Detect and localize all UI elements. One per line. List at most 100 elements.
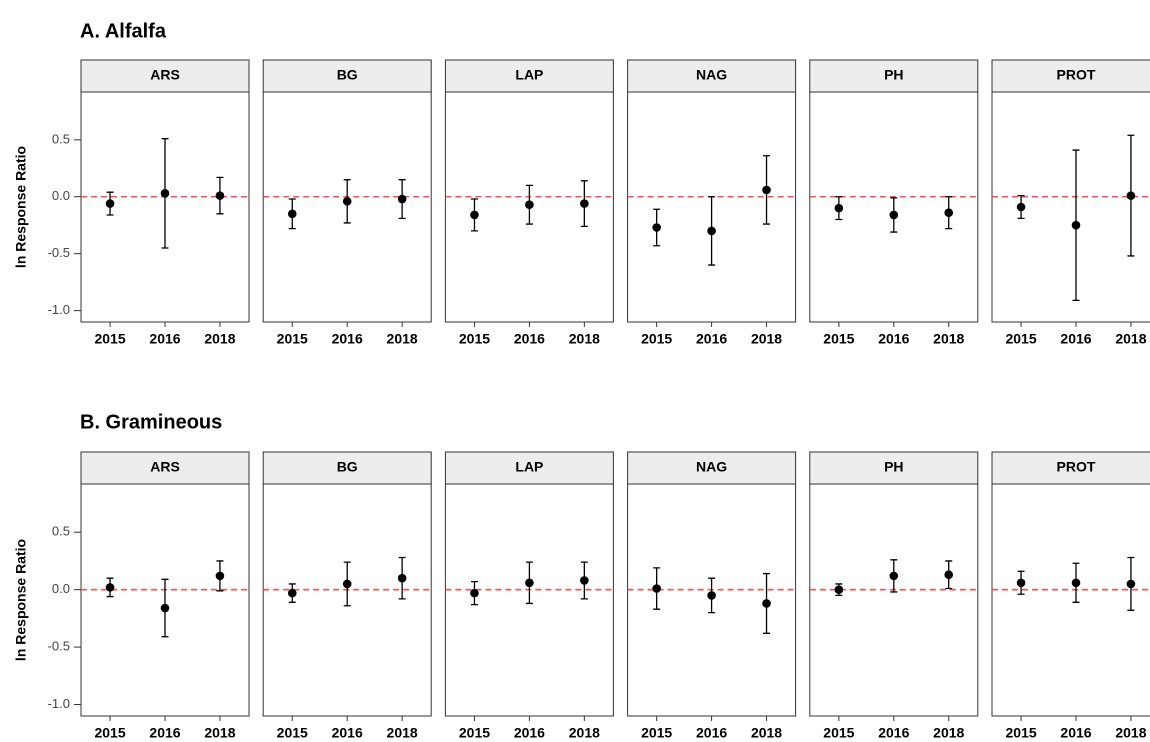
point bbox=[1126, 579, 1136, 589]
facet-panel: NAG 2015 2016 2018 bbox=[627, 59, 797, 347]
facet-panel: ARS 2015 2016 2018 bbox=[80, 451, 250, 741]
facet-strip bbox=[991, 59, 1150, 93]
x-tick-label: 2018 bbox=[933, 331, 964, 347]
x-tick-label: 2018 bbox=[933, 725, 964, 741]
point bbox=[707, 226, 716, 236]
point bbox=[470, 210, 479, 220]
point bbox=[889, 210, 899, 220]
y-tick-label: -1.0 bbox=[48, 302, 70, 317]
point bbox=[834, 585, 844, 594]
facet-label: BG bbox=[337, 67, 358, 83]
y-tick-label: 0.0 bbox=[52, 188, 70, 203]
facet-label: NAG bbox=[696, 67, 727, 83]
x-tick-label: 2015 bbox=[459, 331, 490, 347]
x-tick-label: 2015 bbox=[1005, 331, 1036, 347]
x-tick-label: 2015 bbox=[277, 331, 308, 347]
facet-title: A. Alfalfa bbox=[80, 20, 167, 42]
x-tick-label: 2016 bbox=[1060, 331, 1091, 347]
facet-strip bbox=[627, 59, 797, 93]
facet-strip bbox=[262, 451, 432, 485]
x-tick-label: 2018 bbox=[751, 725, 782, 741]
x-tick-label: 2016 bbox=[878, 725, 909, 741]
point bbox=[944, 570, 954, 580]
x-tick-label: 2018 bbox=[387, 725, 418, 741]
point bbox=[397, 573, 407, 583]
point bbox=[525, 200, 534, 210]
x-tick-label: 2015 bbox=[1005, 725, 1036, 741]
point bbox=[580, 199, 589, 208]
facet-strip bbox=[809, 451, 979, 485]
point bbox=[762, 185, 771, 195]
y-tick-label: -0.5 bbox=[48, 245, 70, 260]
x-tick-label: 2018 bbox=[1115, 725, 1146, 741]
facet-label: NAG bbox=[696, 459, 727, 475]
point bbox=[944, 208, 954, 217]
facet-strip bbox=[262, 59, 432, 93]
facet-title: B. Gramineous bbox=[80, 411, 222, 433]
point bbox=[652, 223, 661, 232]
facet-strip bbox=[80, 59, 250, 93]
point bbox=[1016, 578, 1026, 588]
x-tick-label: 2015 bbox=[459, 725, 490, 741]
point bbox=[215, 191, 225, 200]
y-tick-label: -1.0 bbox=[48, 696, 70, 711]
facet-label: LAP bbox=[515, 67, 543, 83]
point bbox=[105, 199, 115, 208]
x-tick-label: 2016 bbox=[149, 331, 180, 347]
y-axis-label: ln Response Ratio bbox=[13, 539, 29, 661]
point bbox=[160, 603, 170, 613]
facet-strip bbox=[80, 451, 250, 485]
point bbox=[287, 209, 297, 219]
facet-panel: PROT 2015 2016 2018 bbox=[991, 451, 1150, 741]
x-tick-label: 2015 bbox=[94, 331, 125, 347]
x-tick-label: 2015 bbox=[641, 725, 672, 741]
point bbox=[834, 203, 844, 213]
y-tick-label: 0.5 bbox=[52, 131, 70, 146]
facet-panel: LAP 2015 2016 2018 bbox=[444, 59, 614, 347]
facet-label: BG bbox=[337, 459, 358, 475]
y-axis-label: ln Response Ratio bbox=[13, 146, 29, 268]
x-tick-label: 2018 bbox=[751, 331, 782, 347]
point bbox=[580, 576, 589, 585]
x-tick-label: 2015 bbox=[823, 725, 854, 741]
point bbox=[707, 591, 716, 600]
point bbox=[397, 194, 407, 204]
x-tick-label: 2016 bbox=[149, 725, 180, 741]
x-tick-label: 2015 bbox=[641, 331, 672, 347]
facet-panel: PH 2015 2016 2018 bbox=[809, 451, 979, 741]
facet-strip bbox=[444, 451, 614, 485]
x-tick-label: 2016 bbox=[1060, 725, 1091, 741]
panel-border bbox=[809, 483, 979, 717]
x-tick-label: 2015 bbox=[823, 331, 854, 347]
x-tick-label: 2016 bbox=[332, 725, 363, 741]
facet-panel: LAP 2015 2016 2018 bbox=[444, 451, 614, 741]
point bbox=[160, 189, 170, 198]
facet-panel: BG 2015 2016 2018 bbox=[262, 59, 432, 347]
point bbox=[889, 571, 899, 581]
point bbox=[105, 583, 115, 592]
facet-label: ARS bbox=[150, 67, 180, 83]
point bbox=[342, 197, 352, 206]
x-tick-label: 2018 bbox=[1115, 331, 1146, 347]
x-tick-label: 2016 bbox=[878, 331, 909, 347]
facet-panel: PROT 2015 2016 2018 bbox=[991, 59, 1150, 347]
panel-border bbox=[991, 483, 1150, 717]
panel-border bbox=[991, 91, 1150, 323]
point bbox=[342, 579, 352, 589]
y-tick-label: 0.5 bbox=[52, 524, 70, 539]
x-tick-label: 2016 bbox=[332, 331, 363, 347]
x-tick-label: 2018 bbox=[569, 331, 600, 347]
facet-label: PROT bbox=[1057, 459, 1096, 475]
facet-label: LAP bbox=[515, 459, 543, 475]
point bbox=[470, 588, 479, 598]
point bbox=[287, 588, 297, 598]
point bbox=[1071, 220, 1081, 230]
x-tick-label: 2018 bbox=[204, 725, 235, 741]
x-tick-label: 2018 bbox=[387, 331, 418, 347]
x-tick-label: 2016 bbox=[696, 331, 727, 347]
facet-label: PH bbox=[884, 459, 903, 475]
facet-panel: ARS 2015 2016 2018 bbox=[80, 59, 250, 347]
point bbox=[215, 571, 225, 581]
x-tick-label: 2016 bbox=[514, 725, 545, 741]
